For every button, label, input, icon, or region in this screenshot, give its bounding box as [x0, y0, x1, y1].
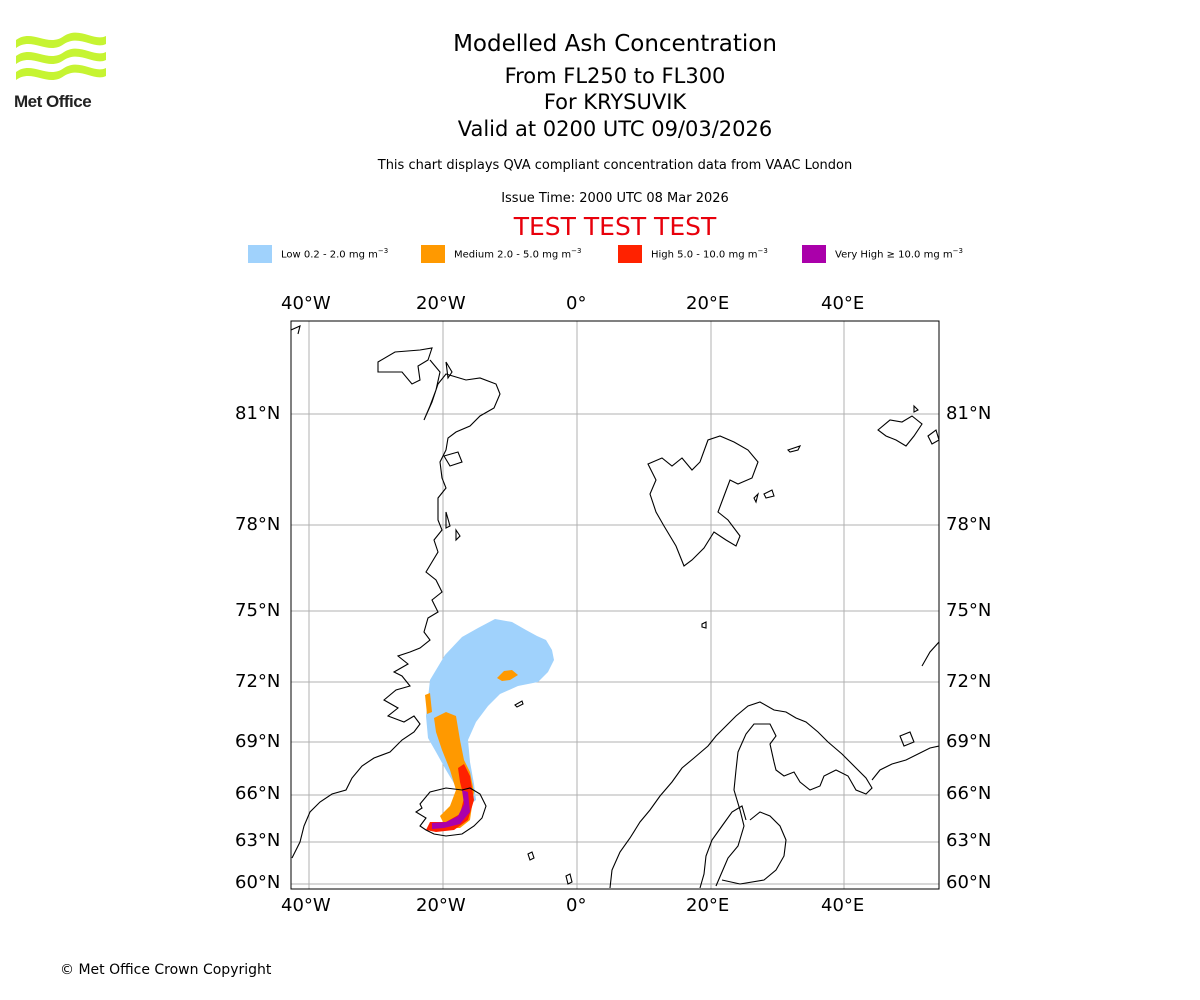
chart-description: This chart displays QVA compliant concen…	[377, 158, 853, 173]
lon-label-bottom-40w: 40°W	[281, 895, 331, 916]
coast-franz-josef	[877, 404, 939, 447]
coast-kola	[871, 641, 939, 781]
lat-label-right-66n: 66°N	[946, 783, 992, 804]
gridlines	[291, 321, 939, 889]
chart-title: Modelled Ash Concentration	[453, 31, 777, 57]
legend-label-medium: Medium 2.0 - 5.0 mg m	[454, 249, 572, 261]
lat-label-left-75n: 75°N	[235, 600, 281, 621]
legend-item-low: Low 0.2 - 2.0 mg m−3	[248, 244, 388, 264]
legend-label-very-high: Very High ≥ 10.0 mg m	[835, 249, 953, 261]
copyright: © Met Office Crown Copyright	[60, 962, 272, 978]
test-banner: TEST TEST TEST	[513, 212, 717, 241]
lat-label-left-69n: 69°N	[235, 731, 281, 752]
legend-swatch-high	[618, 245, 642, 263]
lon-label-top-20e: 20°E	[686, 293, 730, 314]
lat-label-right-63n: 63°N	[946, 830, 992, 851]
coast-shetland	[565, 873, 573, 885]
lat-label-left-66n: 66°N	[235, 783, 281, 804]
flight-level: From FL250 to FL300	[504, 64, 726, 88]
lon-label-top-40w: 40°W	[281, 293, 331, 314]
legend-label-high: High 5.0 - 10.0 mg m	[651, 249, 758, 261]
lat-label-left-60n: 60°N	[235, 872, 281, 893]
valid-time: Valid at 0200 UTC 09/03/2026	[457, 117, 773, 141]
coast-greenland	[291, 325, 501, 859]
coast-svalbard	[647, 435, 802, 567]
legend-swatch-very-high	[802, 245, 826, 263]
coast-iceland	[414, 787, 487, 837]
met-office-waves-icon	[16, 32, 106, 80]
lon-label-top-0: 0°	[566, 293, 587, 314]
coast-jan-mayen	[514, 700, 524, 708]
coast-greenland-inlet-1	[443, 361, 463, 542]
lat-label-left-81n: 81°N	[235, 403, 281, 424]
ash-medium-strip	[425, 693, 432, 714]
ash-medium-patch	[497, 670, 518, 681]
issue-time: Issue Time: 2000 UTC 08 Mar 2026	[501, 191, 729, 206]
coast-faroe	[527, 851, 535, 861]
lat-label-right-78n: 78°N	[946, 514, 992, 535]
logo-text: Met Office	[14, 92, 92, 111]
lon-label-bottom-20w: 20°W	[416, 895, 466, 916]
lat-label-left-72n: 72°N	[235, 671, 281, 692]
lat-label-right-81n: 81°N	[946, 403, 992, 424]
lat-label-left-78n: 78°N	[235, 514, 281, 535]
legend-item-high: High 5.0 - 10.0 mg m−3	[618, 244, 768, 264]
lon-label-bottom-0: 0°	[566, 895, 587, 916]
ash-very-high-region	[432, 790, 470, 829]
lon-label-bottom-40e: 40°E	[821, 895, 865, 916]
lon-label-top-20w: 20°W	[416, 293, 466, 314]
lat-label-left-63n: 63°N	[235, 830, 281, 851]
legend-swatch-medium	[421, 245, 445, 263]
coast-bear-island	[701, 621, 707, 629]
lon-label-top-40e: 40°E	[821, 293, 865, 314]
met-office-logo: Met Office	[14, 30, 108, 112]
lat-label-right-69n: 69°N	[946, 731, 992, 752]
legend-swatch-low	[248, 245, 272, 263]
lat-label-right-60n: 60°N	[946, 872, 992, 893]
lat-label-right-72n: 72°N	[946, 671, 992, 692]
legend-item-medium: Medium 2.0 - 5.0 mg m−3	[421, 244, 581, 264]
volcano-name: For KRYSUVIK	[543, 90, 687, 114]
legend-label-low: Low 0.2 - 2.0 mg m	[281, 249, 378, 261]
coast-scandinavia	[609, 701, 873, 889]
legend-item-very-high: Very High ≥ 10.0 mg m−3	[802, 244, 963, 264]
lat-label-right-75n: 75°N	[946, 600, 992, 621]
coastlines	[291, 325, 939, 889]
lon-label-bottom-20e: 20°E	[686, 895, 730, 916]
map-frame	[290, 320, 940, 890]
